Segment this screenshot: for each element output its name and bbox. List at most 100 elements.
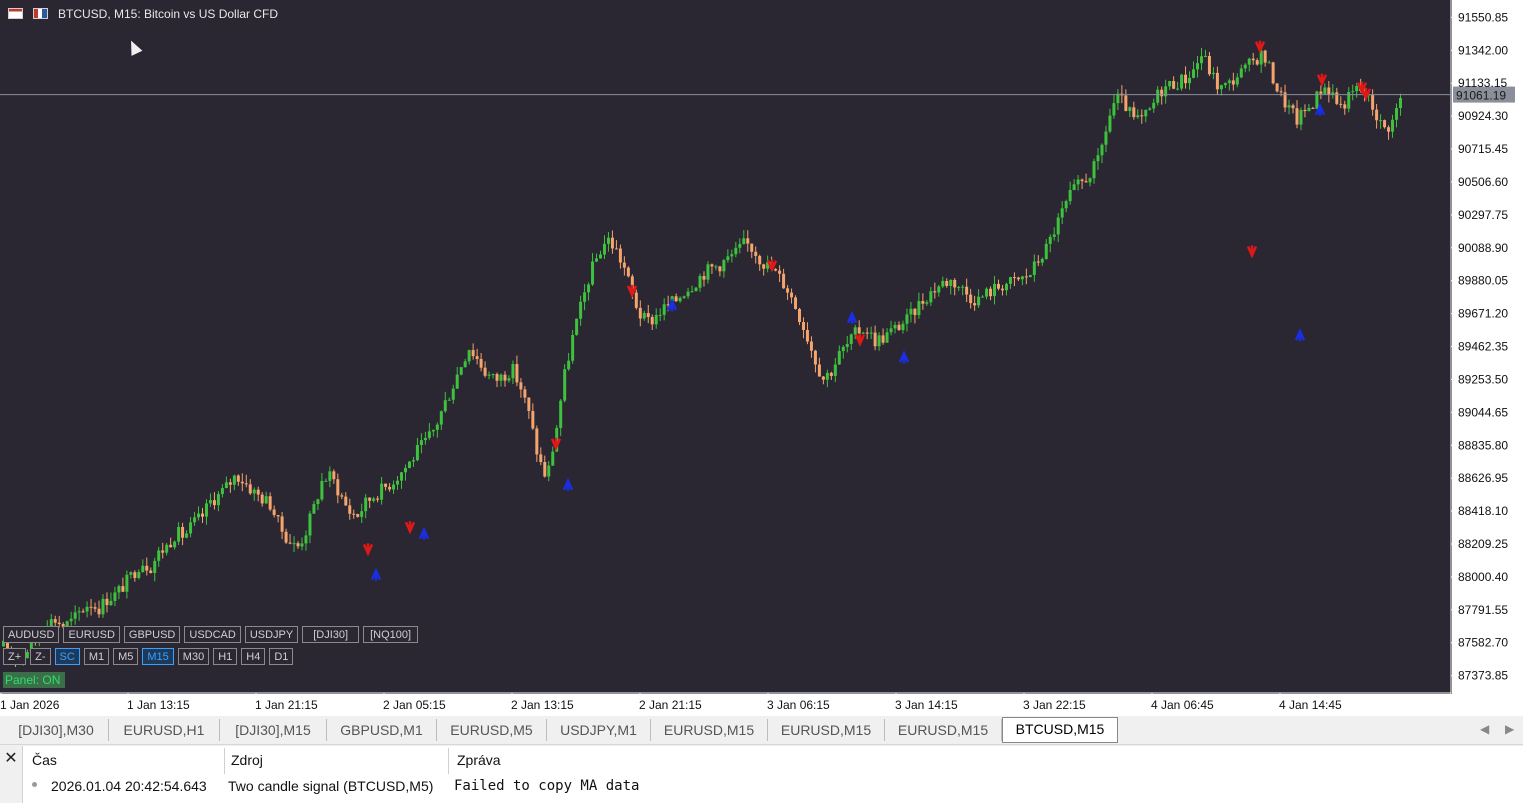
- candle-body: [746, 238, 750, 244]
- candle-body: [1188, 77, 1192, 84]
- symbol-button-nq100[interactable]: [NQ100]: [363, 626, 419, 643]
- candle-body: [646, 313, 650, 318]
- log-row-message: Failed to copy MA data: [454, 778, 640, 794]
- candle-body: [65, 621, 69, 627]
- candle-body: [1024, 276, 1028, 278]
- timeframe-m30-button[interactable]: M30: [177, 648, 210, 665]
- symbol-button-row: AUDUSD EURUSD GBPUSD USDCAD USDJPY [DJI3…: [3, 626, 419, 643]
- candle-body: [551, 451, 555, 466]
- candle-body: [726, 256, 730, 261]
- candle-body: [252, 489, 256, 494]
- candle-body: [1331, 92, 1335, 95]
- candle-body: [105, 598, 109, 606]
- tab-btcusd-m15[interactable]: BTCUSD,M15: [1002, 717, 1118, 743]
- candle-body: [1144, 109, 1148, 117]
- candle-body: [372, 498, 376, 501]
- candle-body: [61, 623, 65, 627]
- candle-body: [427, 431, 431, 438]
- timeframe-m15-button[interactable]: M15: [142, 648, 174, 665]
- tab-eurusd-h1[interactable]: EURUSD,H1: [109, 719, 220, 741]
- candle-body: [1164, 86, 1168, 97]
- time-axis-label: 3 Jan 06:15: [767, 698, 830, 712]
- candle-body: [861, 332, 865, 334]
- candle-body: [571, 334, 575, 361]
- candle-body: [348, 505, 352, 514]
- tab-dji30-m30[interactable]: [DJI30],M30: [4, 719, 109, 741]
- chart-tabs-bar: [DJI30],M30 EURUSD,H1 [DJI30],M15 GBPUSD…: [0, 716, 1523, 745]
- symbol-button-eurusd[interactable]: EURUSD: [63, 626, 120, 643]
- candle-body: [344, 496, 348, 506]
- candle-body: [833, 364, 837, 376]
- candle-body: [881, 335, 885, 343]
- symbol-button-gbpusd[interactable]: GBPUSD: [123, 626, 181, 643]
- candle-body: [654, 315, 658, 325]
- candle-body: [308, 513, 312, 536]
- candle-body: [1327, 87, 1331, 95]
- candle-body: [829, 372, 833, 376]
- candle-body: [981, 296, 985, 298]
- candle-body: [272, 509, 276, 516]
- tab-eurusd-m15-2[interactable]: EURUSD,M15: [768, 719, 885, 741]
- tabs-scroll-right-icon[interactable]: ▶: [1505, 722, 1515, 736]
- symbol-button-usdjpy[interactable]: USDJPY: [244, 626, 299, 643]
- candle-body: [236, 475, 240, 482]
- tab-usdjpy-m1[interactable]: USDJPY,M1: [547, 719, 651, 741]
- tab-dji30-m15[interactable]: [DJI30],M15: [220, 719, 327, 741]
- screenshot-button[interactable]: SC: [54, 648, 80, 665]
- tab-eurusd-m5[interactable]: EURUSD,M5: [437, 719, 547, 741]
- candle-body: [1124, 95, 1128, 111]
- candle-body: [1398, 98, 1402, 109]
- symbol-button-usdcad[interactable]: USDCAD: [184, 626, 241, 643]
- column-divider[interactable]: [224, 748, 225, 774]
- log-header-message[interactable]: Zpráva: [457, 752, 501, 768]
- tab-gbpusd-m1[interactable]: GBPUSD,M1: [327, 719, 437, 741]
- log-header-source[interactable]: Zdroj: [231, 752, 263, 768]
- candle-body: [1383, 120, 1387, 128]
- candle-body: [69, 618, 73, 622]
- price-axis-label: 91550.85: [1458, 10, 1508, 24]
- symbol-button-dji30[interactable]: [DJI30]: [302, 626, 360, 643]
- candle-body: [1291, 105, 1295, 109]
- candle-body: [1184, 74, 1188, 84]
- candle-body: [642, 313, 646, 319]
- candle-body: [563, 369, 567, 401]
- candle-body: [185, 533, 189, 538]
- time-axis-label: 1 Jan 21:15: [255, 698, 318, 712]
- candle-body: [5, 640, 9, 651]
- panel-status-toggle[interactable]: Panel: ON: [3, 672, 65, 688]
- log-header-time[interactable]: Čas: [32, 752, 57, 768]
- candle-body: [117, 586, 121, 593]
- symbol-button-audusd[interactable]: AUDUSD: [3, 626, 60, 643]
- candle-body: [320, 480, 324, 500]
- chart-area[interactable]: 91061.19 91550.85 91342.00 91133.15 90924.30…: [0, 0, 1523, 716]
- candle-body: [1223, 83, 1227, 86]
- candle-body: [1247, 58, 1251, 65]
- timeframe-m5-button[interactable]: M5: [113, 648, 139, 665]
- timeframe-m1-button[interactable]: M1: [83, 648, 110, 665]
- sell-signal-arrow: [626, 284, 638, 298]
- price-chart[interactable]: 91061.19 91550.85 91342.00 91133.15 90924.30…: [0, 0, 1523, 716]
- candle-body: [1207, 55, 1211, 75]
- candle-body: [129, 572, 133, 575]
- candle-body: [957, 287, 961, 289]
- candle-body: [121, 586, 125, 592]
- column-divider[interactable]: [448, 748, 449, 774]
- close-icon[interactable]: ✕: [0, 746, 23, 803]
- candle-body: [622, 262, 626, 268]
- candle-body: [941, 280, 945, 287]
- timeframe-h4-button[interactable]: H4: [241, 648, 266, 665]
- tab-eurusd-m15-3[interactable]: EURUSD,M15: [885, 719, 1002, 741]
- chart-window-icon[interactable]: [33, 8, 48, 19]
- candle-body: [805, 330, 809, 342]
- price-axis-label: 88626.95: [1458, 471, 1508, 485]
- candle-body: [801, 321, 805, 331]
- tabs-scroll-left-icon[interactable]: ◀: [1480, 722, 1490, 736]
- tab-eurusd-m15-1[interactable]: EURUSD,M15: [651, 719, 768, 741]
- zoom-in-button[interactable]: Z+: [3, 648, 27, 665]
- timeframe-h1-button[interactable]: H1: [213, 648, 238, 665]
- zoom-out-button[interactable]: Z-: [30, 648, 51, 665]
- candle-body: [706, 264, 710, 280]
- calendar-icon[interactable]: [8, 8, 23, 19]
- candle-body: [1096, 155, 1100, 162]
- timeframe-d1-button[interactable]: D1: [269, 648, 294, 665]
